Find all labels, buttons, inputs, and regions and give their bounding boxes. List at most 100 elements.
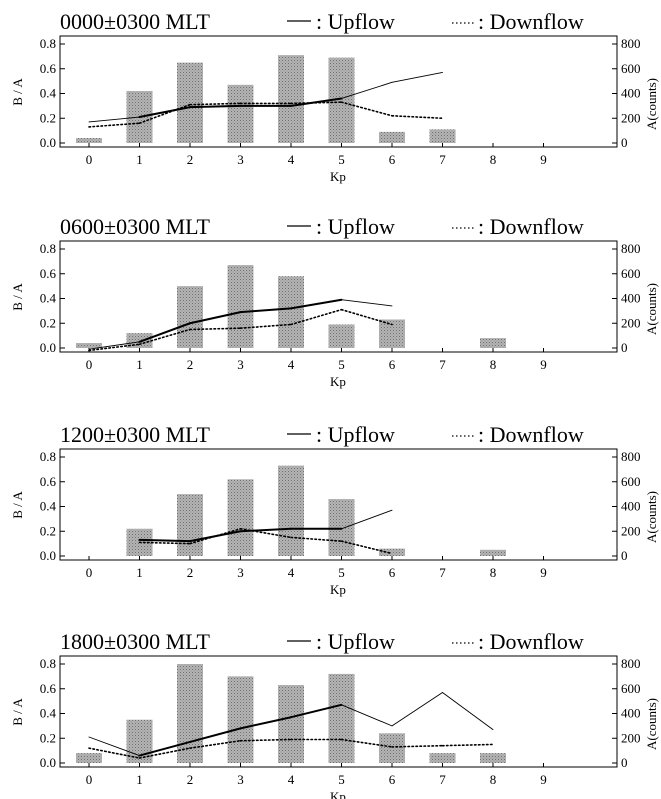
- bar-kp-4: [278, 685, 304, 763]
- y-axis-left-label: B / A: [10, 491, 25, 519]
- plot-frame: [59, 448, 618, 561]
- upflow-line-segment-0-7: [442, 692, 494, 731]
- upflow-line-segment-0-0: [88, 341, 140, 350]
- downflow-line-segment-0-2: [189, 327, 242, 331]
- legend-upflow-label: : Upflow: [316, 629, 395, 654]
- panel-1: 0600±0300 MLT: Upflow: Downflow 0.0 0.2 0.4…: [10, 214, 659, 389]
- plot-frame: [59, 655, 618, 768]
- bar-kp-2: [177, 494, 203, 556]
- left-tick-label: 0.4: [40, 499, 57, 514]
- x-tick-label: 0: [86, 772, 93, 787]
- x-tick-label: 7: [439, 565, 446, 580]
- right-tick-label: 200: [621, 110, 641, 125]
- left-tick-label: 0.6: [40, 61, 57, 76]
- x-tick-label: 7: [439, 772, 446, 787]
- right-tick-label: 600: [621, 61, 641, 76]
- downflow-line-segment-0-1: [138, 328, 191, 346]
- bar-kp-3: [227, 265, 254, 348]
- y-axis-left-label: B / A: [10, 698, 25, 726]
- downflow-line-segment-0-2: [189, 739, 242, 749]
- x-tick-label: 2: [187, 772, 194, 787]
- bar-kp-6: [379, 733, 405, 763]
- bar-kp-4: [278, 276, 304, 348]
- downflow-line-segment-0-5: [340, 738, 393, 748]
- upflow-line-segment-0-2: [189, 104, 242, 109]
- x-tick-label: 6: [389, 565, 396, 580]
- upflow-line-segment-0-0: [88, 116, 140, 123]
- downflow-line-segment-0-2: [189, 102, 242, 106]
- x-axis-label: Kp: [330, 789, 346, 799]
- downflow-line-segment-0-1: [138, 103, 191, 124]
- bar-kp-8: [480, 549, 506, 556]
- left-tick-label: 0.4: [40, 291, 57, 306]
- downflow-line-segment-0-0: [138, 541, 191, 545]
- x-tick-label: 2: [187, 152, 194, 167]
- bar-kp-3: [227, 676, 254, 763]
- x-tick-label: 9: [540, 152, 547, 167]
- left-tick-label: 0.0: [40, 135, 56, 150]
- bar-kp-0: [76, 343, 102, 348]
- legend-downflow-label: : Downflow: [478, 214, 584, 239]
- downflow-line-segment-0-3: [239, 323, 292, 330]
- upflow-line-segment-0-4: [290, 298, 343, 310]
- y-axis-left-label: B / A: [10, 78, 25, 106]
- upflow-line-segment-0-4: [290, 703, 343, 719]
- bar-kp-0: [76, 138, 102, 143]
- upflow-line-segment-0-3: [239, 307, 292, 314]
- panel-title: 1800±0300 MLT: [60, 629, 211, 654]
- upflow-line-segment-0-3: [239, 716, 292, 730]
- upflow-line-segment-0-2: [189, 727, 242, 743]
- downflow-line-segment-0-4: [340, 540, 393, 555]
- x-tick-label: 5: [338, 152, 345, 167]
- left-tick-label: 0.2: [40, 523, 56, 538]
- x-tick-label: 1: [136, 152, 143, 167]
- upflow-line-segment-0-5: [341, 81, 393, 99]
- left-tick-label: 0.0: [40, 548, 56, 563]
- right-tick-label: 800: [621, 36, 641, 51]
- bar-kp-0: [76, 753, 102, 763]
- x-tick-label: 7: [439, 152, 446, 167]
- downflow-line-segment-0-0: [88, 747, 141, 759]
- right-tick-label: 400: [621, 86, 641, 101]
- bar-kp-4: [278, 465, 304, 556]
- y-axis-right-label: A(counts): [644, 78, 659, 130]
- left-tick-label: 0.4: [40, 86, 57, 101]
- bar-kp-3: [227, 479, 254, 556]
- right-tick-label: 0: [621, 340, 628, 355]
- downflow-line-segment-0-5: [340, 101, 393, 117]
- x-tick-label: 9: [540, 772, 547, 787]
- upflow-line-segment-0-1: [138, 106, 191, 119]
- right-tick-label: 0: [621, 548, 628, 563]
- downflow-line-segment-0-4: [290, 101, 343, 105]
- left-tick-label: 0.2: [40, 110, 56, 125]
- x-tick-label: 3: [237, 152, 244, 167]
- x-tick-label: 8: [490, 565, 497, 580]
- upflow-line-segment-0-0: [138, 538, 191, 543]
- x-tick-label: 6: [389, 357, 396, 372]
- x-axis-label: Kp: [330, 582, 346, 597]
- left-tick-label: 0.4: [40, 706, 57, 721]
- downflow-line-segment-0-4: [290, 308, 343, 326]
- bar-kp-2: [177, 286, 203, 348]
- upflow-line-segment-0-2: [189, 311, 242, 325]
- panel-2: 1200±0300 MLT: Upflow: Downflow 0.0 0.2 0.4…: [10, 422, 659, 597]
- left-tick-label: 0.8: [40, 656, 56, 671]
- panel-title: 0600±0300 MLT: [60, 214, 211, 239]
- bar-kp-7: [429, 129, 456, 143]
- left-tick-label: 0.6: [40, 681, 57, 696]
- downflow-line-segment-0-6: [391, 114, 444, 120]
- x-tick-label: 6: [389, 772, 396, 787]
- panel-0: 0000±0300 MLT: Upflow: Downflow 0.0 0.2 0.4…: [10, 9, 659, 184]
- legend-downflow-label: : Downflow: [478, 422, 584, 447]
- left-tick-label: 0.6: [40, 474, 57, 489]
- downflow-line-segment-0-1: [189, 527, 242, 545]
- downflow-line-segment-0-7: [441, 743, 494, 747]
- plot-frame: [59, 240, 618, 353]
- left-tick-label: 0.0: [40, 755, 56, 770]
- legend-upflow-label: : Upflow: [316, 422, 395, 447]
- right-tick-label: 200: [621, 730, 641, 745]
- downflow-line-segment-0-3: [290, 536, 343, 542]
- x-tick-label: 1: [136, 565, 143, 580]
- x-tick-label: 4: [288, 152, 295, 167]
- left-tick-label: 0.0: [40, 340, 56, 355]
